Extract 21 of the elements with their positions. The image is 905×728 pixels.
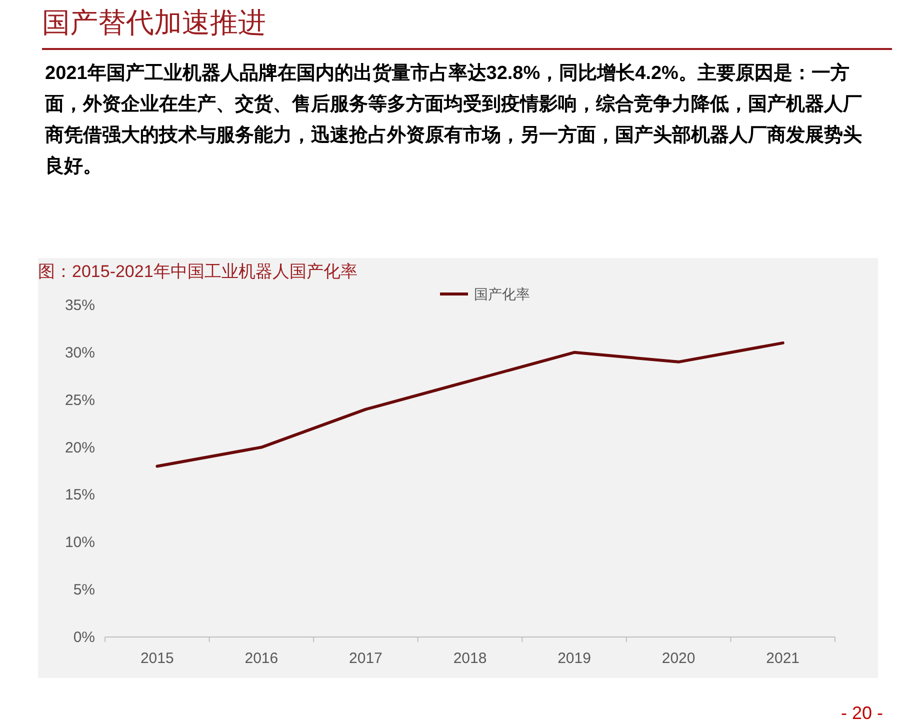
x-tick-label: 2021	[766, 650, 800, 667]
line-series	[156, 341, 784, 468]
chart-subtitle: 图：2015-2021年中国工业机器人国产化率	[38, 261, 358, 283]
y-tick-label: 5%	[73, 582, 95, 599]
x-tick-label: 2019	[558, 650, 591, 667]
text: - 20 -	[840, 703, 883, 724]
x-tick-label: 2015	[140, 650, 174, 667]
x-tick-label: 2018	[453, 650, 487, 667]
legend-label: 国产化率	[474, 286, 530, 302]
y-tick-label: 35%	[64, 297, 95, 314]
text: 2021年国产工业机器人品牌在国内的出货量市占率达32.8%，同比增长4.2%。主要原因是：一方面，外资企业在生产、交货、售后服务等多方面均受到疫情影响，综合竞争力降低，国产机器人厂商凭借强大的技术与服务能力，迅速抢占外资原有市场，另一方面，国产头部机器人厂商发展势头良好。	[45, 62, 863, 179]
y-tick-label: 0%	[73, 629, 95, 646]
y-tick-label: 10%	[64, 534, 95, 552]
chart-title: 国产替代加速推进	[42, 6, 266, 40]
x-tick-label: 2020	[662, 650, 696, 667]
y-tick-label: 25%	[64, 392, 95, 409]
x-tick-label: 2017	[349, 650, 382, 667]
x-tick-label: 2016	[244, 650, 278, 667]
y-tick-label: 15%	[64, 486, 95, 504]
y-tick-label: 30%	[64, 344, 95, 362]
y-tick-label: 20%	[64, 439, 95, 456]
